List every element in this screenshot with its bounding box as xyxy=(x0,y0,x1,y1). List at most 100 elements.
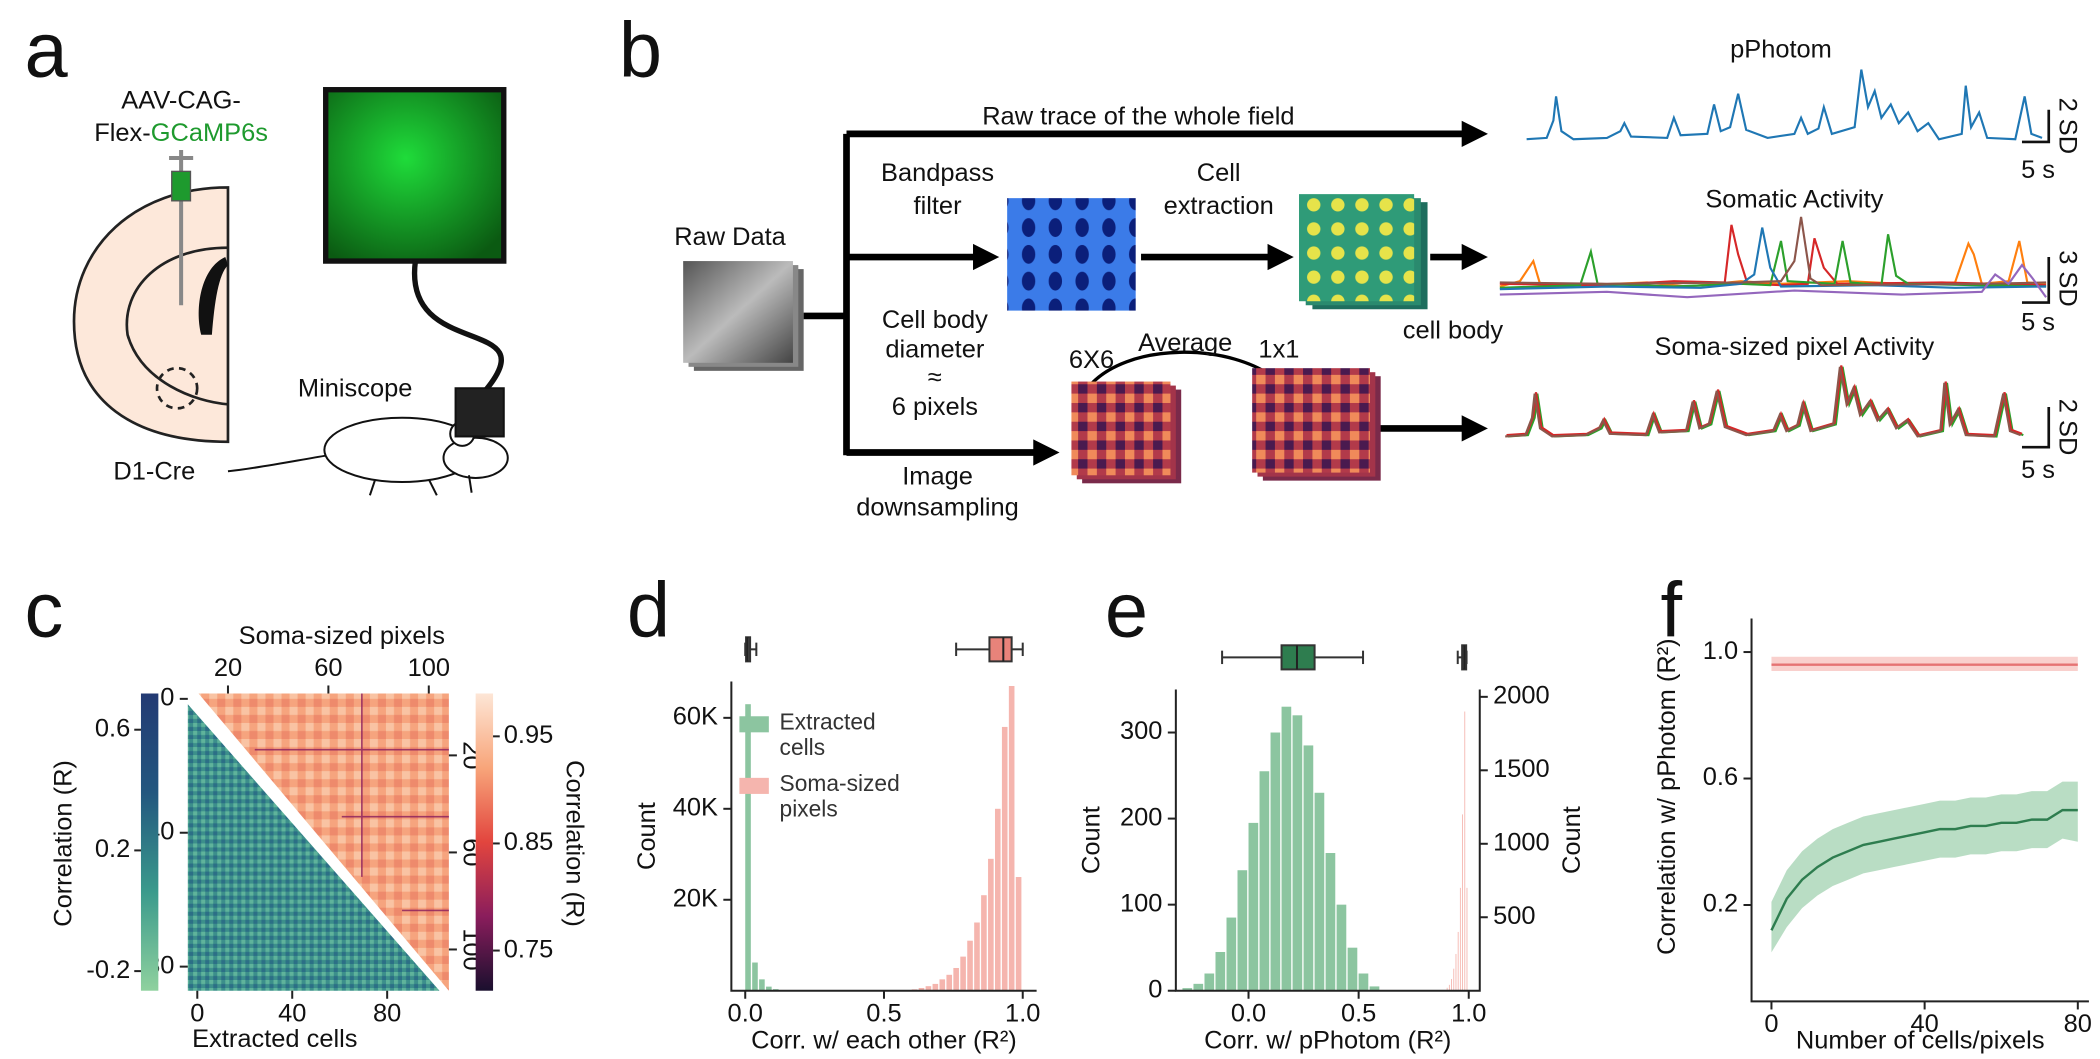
fov-image xyxy=(323,87,507,264)
histogram-bar xyxy=(1336,904,1347,991)
histogram-bar xyxy=(1193,983,1204,991)
histogram-bar xyxy=(1248,822,1259,991)
step-label: ≈ xyxy=(928,364,942,392)
flow-arrows xyxy=(803,120,1488,466)
histogram-bar xyxy=(932,983,939,991)
x-tick-label: 0 xyxy=(190,1000,204,1028)
legend-swatch xyxy=(739,777,769,794)
scale-label: 5 s xyxy=(2021,456,2055,484)
y-tick-label: 40K xyxy=(673,794,718,822)
cable xyxy=(411,260,504,393)
heatmap-upper xyxy=(198,693,449,991)
histogram-bar xyxy=(1453,968,1455,991)
histogram-bar xyxy=(967,940,973,991)
raw-data-stack xyxy=(683,261,804,371)
scale-label: 2 SD xyxy=(2053,399,2081,456)
step-label: 1x1 xyxy=(1258,335,1299,363)
x-axis-label: Corr. w/ each other (R²) xyxy=(751,1026,1017,1054)
y-tick-label: 200 xyxy=(1120,803,1162,831)
step-label: Average xyxy=(1138,329,1232,357)
mouse-illustration xyxy=(227,387,509,496)
x-tick-label: 0.0 xyxy=(728,1000,763,1028)
colorbar-tick-label: 0.95 xyxy=(504,721,553,749)
axis-spine xyxy=(730,681,1037,992)
x-tick-label: 0.0 xyxy=(1231,1000,1266,1028)
histogram-bar xyxy=(1281,706,1292,991)
legend-swatch xyxy=(739,716,769,733)
step-label: Image xyxy=(902,463,973,491)
step-label: diameter xyxy=(885,335,984,363)
histogram-bar xyxy=(1314,792,1325,991)
panel-label: c xyxy=(24,567,63,653)
histogram-bar xyxy=(1459,887,1461,991)
legend-text: Soma-sized pixels xyxy=(779,771,900,823)
step-label: Cell xyxy=(1197,159,1241,187)
colorbar-tick-label: -0.2 xyxy=(86,956,130,984)
histogram-bar xyxy=(1462,814,1464,991)
y-tick-label: 300 xyxy=(1120,717,1162,745)
histogram-bar xyxy=(1270,732,1281,991)
x-axis-label: Number of cells/pixels xyxy=(1796,1026,2045,1054)
histogram-bar xyxy=(1451,978,1452,991)
colorbar-label: Correlation (R) xyxy=(561,760,589,927)
panel-label: b xyxy=(619,8,662,94)
histogram-bar xyxy=(918,987,925,991)
heatmap-lines xyxy=(254,693,449,912)
y-tick-label: 100 xyxy=(1120,889,1162,917)
colorbar xyxy=(140,693,159,991)
colorbar-tick-label: 0.6 xyxy=(95,714,130,742)
histogram-bar xyxy=(1226,917,1237,991)
virus-label: Flex-GCaMP6s xyxy=(94,119,268,147)
y-tick-label: 500 xyxy=(1493,902,1535,930)
step-label: Bandpass xyxy=(881,159,994,187)
histogram-bar xyxy=(960,956,966,991)
step-label: Raw trace of the whole field xyxy=(982,103,1294,131)
histogram-bar xyxy=(1448,984,1450,991)
filtered-image xyxy=(1007,198,1136,311)
histogram-bar xyxy=(1325,853,1336,991)
panel-label: f xyxy=(1660,567,1682,653)
histogram-bar xyxy=(1358,973,1369,991)
x-tick-label: 0.5 xyxy=(866,1000,901,1028)
histogram-bar xyxy=(1204,973,1215,991)
y-axis-label: Count xyxy=(633,802,661,870)
x-tick-label: 40 xyxy=(1910,1010,1938,1038)
histogram-bar xyxy=(1237,870,1248,991)
scale-label: 3 SD xyxy=(2053,250,2081,307)
panel-label: a xyxy=(24,8,68,94)
y-tick-label: 1.0 xyxy=(1703,637,1738,665)
x-tick-label: 60 xyxy=(314,654,342,682)
step-label: 6 pixels xyxy=(892,393,978,421)
y-tick-label: 1000 xyxy=(1493,828,1550,856)
histogram-bar xyxy=(1182,988,1193,991)
chart-title: Soma-sized pixels xyxy=(239,622,445,650)
histogram-bar xyxy=(974,922,980,991)
box xyxy=(1280,644,1316,671)
y2-axis-label: Count xyxy=(1558,806,1586,874)
line xyxy=(1770,808,2078,931)
histogram-bar xyxy=(1464,711,1466,991)
device-label: Miniscope xyxy=(298,374,412,402)
virus-gene: GCaMP6s xyxy=(151,119,268,147)
x-axis-label: Extracted cells xyxy=(192,1025,357,1053)
histogram-bar xyxy=(1446,987,1448,991)
x-tick-label: 1.0 xyxy=(1005,1000,1040,1028)
mouse-line-label: D1-Cre xyxy=(113,457,195,485)
histogram-bar xyxy=(988,858,994,991)
step-label: cell body xyxy=(1403,317,1504,345)
downsampled-stack xyxy=(1071,368,1381,484)
x-tick-label: 0.5 xyxy=(1341,1000,1376,1028)
panel-label: e xyxy=(1105,567,1148,653)
colorbar-tick-label: 0.2 xyxy=(95,835,130,863)
step-label: extraction xyxy=(1164,192,1274,220)
heatmap-lower xyxy=(187,704,440,991)
y-tick-label: 60K xyxy=(673,703,718,731)
box xyxy=(988,636,1013,663)
virus-prefix: Flex- xyxy=(94,119,151,147)
x-axis-label: Corr. w/ pPhotom (R²) xyxy=(1204,1026,1451,1054)
histogram-bar xyxy=(752,962,758,991)
x-tick-label: 0 xyxy=(1764,1010,1778,1038)
trace-title: pPhotom xyxy=(1730,36,1832,64)
histogram-bar xyxy=(1259,771,1270,991)
